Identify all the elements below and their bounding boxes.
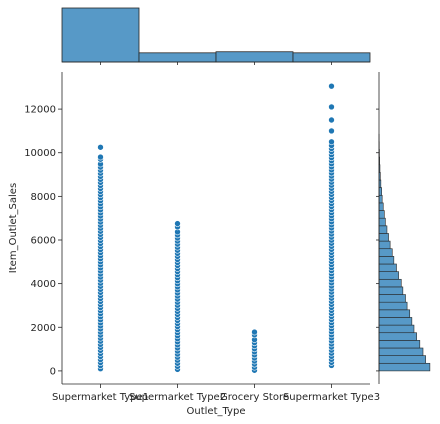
scatter-point-4-74 (328, 138, 335, 146)
main-axes: 0 2000 4000 6000 8000 10000 12000 Supermarket T… (24, 72, 380, 403)
x-tick-label-2: Supermarket Type2 (129, 392, 226, 403)
right-hist-bar-2 (378, 355, 426, 364)
right-hist-bar-10 (378, 294, 406, 303)
right-hist-bar-3 (378, 347, 424, 356)
right-hist-bar-6 (378, 324, 415, 334)
right-hist-bar-17 (378, 240, 391, 250)
marginal-x-histogram (61, 7, 371, 65)
right-hist-bar-12 (378, 278, 402, 288)
right-hist-bar-14 (378, 263, 397, 272)
right-hist-bar-22 (378, 202, 384, 211)
right-hist-bar-18 (378, 233, 389, 242)
scatter-point-4-78 (328, 82, 335, 90)
top-hist-bar-2 (138, 52, 217, 63)
right-hist-bar-8 (378, 309, 411, 318)
right-hist-bar-15 (378, 256, 395, 265)
right-hist-bar-1 (378, 362, 431, 372)
scatter-point-4-77 (328, 103, 335, 111)
right-hist-bar-20 (378, 217, 386, 227)
scatter-point-4-75 (328, 127, 335, 135)
right-hist-bar-21 (378, 210, 385, 219)
scatter-point-2-48 (174, 220, 181, 227)
scatter-point-3-13 (251, 328, 258, 336)
x-tick-label-4: Supermarket Type3 (283, 392, 380, 403)
scatter-point-4-76 (328, 116, 335, 124)
scatter-points (97, 82, 335, 374)
top-hist-bar-1 (61, 7, 140, 63)
scatter-point-1-70 (97, 153, 104, 161)
y-tick-label-2: 2000 (31, 323, 56, 334)
scatter-point-1-71 (97, 143, 104, 151)
right-hist-bar-13 (378, 271, 399, 280)
right-hist-bar-4 (378, 340, 421, 349)
x-axis-label: Outlet_Type (187, 406, 246, 417)
right-hist-bar-16 (378, 248, 393, 257)
y-tick-label-7: 12000 (24, 105, 56, 116)
right-hist-bar-19 (378, 225, 388, 234)
marginal-y-histogram (376, 72, 431, 384)
top-hist-bar-4 (292, 52, 371, 63)
right-hist-bar-9 (378, 301, 408, 311)
top-hist-bar-3 (215, 51, 294, 63)
y-tick-label-4: 6000 (31, 236, 56, 247)
right-hist-bar-5 (378, 332, 417, 341)
x-tick-label-1: Supermarket Type1 (52, 392, 149, 403)
right-hist-bar-7 (378, 317, 413, 326)
right-hist-bar-23 (378, 194, 383, 204)
right-hist-bar-11 (378, 286, 404, 295)
y-axis-label: Item_Outlet_Sales (8, 183, 19, 273)
y-tick-label-6: 10000 (24, 148, 56, 159)
y-tick-label-5: 8000 (31, 192, 56, 203)
x-tick-label-3: Grocery Store (220, 392, 289, 403)
y-tick-label-1: 0 (50, 366, 56, 377)
y-tick-label-3: 4000 (31, 279, 56, 290)
